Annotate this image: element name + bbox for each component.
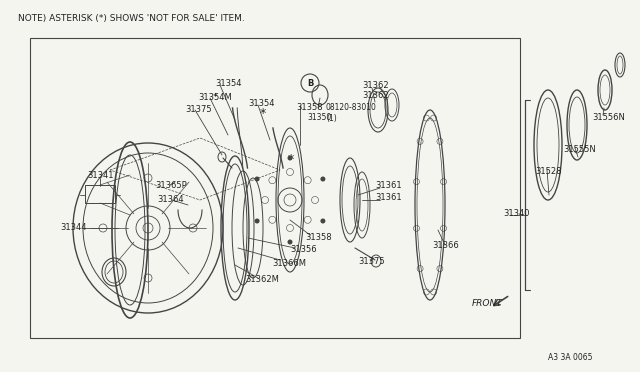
Text: 31354: 31354: [248, 99, 275, 109]
Text: 31344: 31344: [60, 224, 86, 232]
Text: 31341: 31341: [87, 170, 113, 180]
Text: 31365P: 31365P: [155, 180, 187, 189]
Text: 31361: 31361: [375, 182, 402, 190]
Text: B: B: [307, 78, 313, 87]
Circle shape: [255, 218, 260, 224]
Text: 31362: 31362: [362, 92, 388, 100]
Text: 31366: 31366: [432, 241, 459, 250]
Text: 08120-83010: 08120-83010: [326, 103, 377, 112]
Text: (1): (1): [326, 113, 337, 122]
Text: *: *: [288, 154, 294, 167]
Text: 31528: 31528: [535, 167, 561, 176]
Text: *: *: [208, 93, 218, 102]
Bar: [85, 185, 115, 203]
Text: 31556N: 31556N: [592, 113, 625, 122]
Text: 31340: 31340: [503, 208, 529, 218]
Text: A3 3A 0065: A3 3A 0065: [548, 353, 593, 362]
Text: 31361: 31361: [375, 193, 402, 202]
Text: 31354: 31354: [215, 78, 241, 87]
Circle shape: [287, 240, 292, 244]
Text: 31350: 31350: [307, 113, 332, 122]
Text: 31366M: 31366M: [272, 259, 306, 267]
Text: 31362M: 31362M: [245, 276, 279, 285]
Text: NOTE) ASTERISK (*) SHOWS 'NOT FOR SALE' ITEM.: NOTE) ASTERISK (*) SHOWS 'NOT FOR SALE' …: [18, 13, 244, 22]
Text: 31354M: 31354M: [198, 93, 232, 102]
Bar: [30, 38, 520, 338]
Text: 31375: 31375: [358, 257, 385, 266]
Text: *: *: [260, 106, 266, 119]
Text: 31362: 31362: [362, 81, 388, 90]
Text: 31358: 31358: [296, 103, 323, 112]
Circle shape: [321, 176, 325, 182]
Circle shape: [321, 218, 325, 224]
Text: 31555N: 31555N: [563, 145, 596, 154]
Text: 31356: 31356: [290, 246, 317, 254]
Text: 31375: 31375: [185, 106, 212, 115]
Circle shape: [287, 155, 292, 160]
Text: 31358: 31358: [305, 232, 332, 241]
Circle shape: [255, 176, 260, 182]
Text: FRONT: FRONT: [472, 299, 503, 308]
Text: 31364: 31364: [157, 195, 184, 203]
